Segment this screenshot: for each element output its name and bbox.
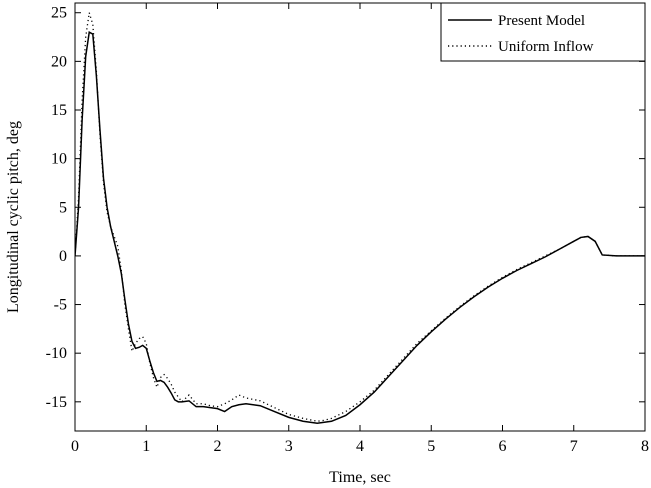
x-tick-label: 5 (427, 438, 435, 455)
y-tick-label: 5 (59, 199, 67, 216)
y-axis-label: Longitudinal cyclic pitch, deg (5, 121, 22, 313)
y-tick-label: 10 (51, 151, 67, 168)
y-tick-label: -5 (54, 297, 67, 314)
x-axis-label: Time, sec (329, 469, 391, 486)
legend-label-present-model: Present Model (498, 13, 585, 29)
x-tick-label: 8 (641, 438, 649, 455)
y-tick-label: 20 (51, 53, 67, 70)
legend-label-uniform-inflow: Uniform Inflow (498, 39, 594, 55)
legend: Present Model Uniform Inflow (440, 2, 646, 62)
y-tick-label: 15 (51, 102, 67, 119)
y-tick-label: -15 (46, 394, 67, 411)
x-tick-label: 1 (142, 438, 150, 455)
series-line-uniform-inflow (75, 12, 645, 422)
x-tick-label: 2 (214, 438, 222, 455)
y-tick-label: -10 (46, 345, 67, 362)
plot-frame (74, 2, 646, 432)
x-tick-label: 4 (356, 438, 364, 455)
x-tick-label: 6 (499, 438, 507, 455)
y-tick-label: 0 (59, 248, 67, 265)
legend-box (440, 2, 646, 62)
y-tick-label: 25 (51, 5, 67, 22)
series-line-present-model (75, 31, 645, 424)
x-tick-label: 3 (285, 438, 293, 455)
x-tick-label: 0 (71, 438, 79, 455)
x-tick-label: 7 (570, 438, 578, 455)
